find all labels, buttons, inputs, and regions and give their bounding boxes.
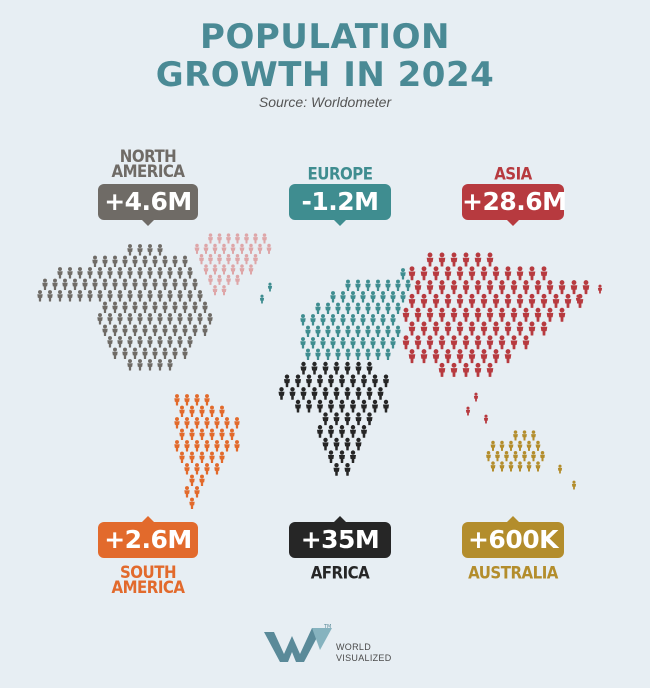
logo-line-2: VISUALIZED	[336, 653, 392, 663]
south-america-people-icons	[174, 394, 240, 509]
badge-pointer	[507, 516, 519, 522]
africa-value: +35M	[300, 525, 380, 554]
europe-name: EUROPE	[307, 164, 373, 184]
world-visualized-logo-icon: TM	[264, 624, 332, 662]
australia-label: AUSTRALIA	[452, 563, 574, 583]
africa-people-icons	[278, 361, 389, 476]
greenland-people-icons	[194, 233, 272, 296]
australia-value: +600K	[467, 525, 559, 554]
africa-value-badge: +35M	[289, 516, 391, 558]
page-title: POPULATION GROWTH IN 2024	[0, 18, 650, 94]
svg-text:TM: TM	[323, 624, 331, 630]
asia-value: +28.6M	[462, 187, 567, 216]
asia-value-badge: +28.6M	[462, 184, 567, 226]
asia-name: ASIA	[494, 164, 532, 184]
logo-line-1: WORLD	[336, 642, 371, 652]
north-america-people-icons	[37, 244, 213, 371]
europe-label: EUROPE	[289, 164, 391, 184]
badge-pointer	[507, 220, 519, 226]
europe-value: -1.2M	[301, 187, 379, 216]
europe-people-icons	[300, 268, 411, 360]
title-line-2: GROWTH IN 2024	[155, 55, 495, 95]
south-america-label: SOUTH AMERICA	[98, 562, 198, 598]
europe-value-badge: -1.2M	[289, 184, 391, 226]
south-america-value-badge: +2.6M	[98, 516, 198, 558]
africa-label: AFRICA	[289, 563, 391, 583]
north-america-label: NORTH AMERICA	[98, 146, 198, 182]
north-america-value-badge: +4.6M	[98, 184, 198, 226]
badge-pointer	[334, 516, 346, 522]
north-america-name: NORTH AMERICA	[111, 146, 185, 182]
badge-pointer	[142, 516, 154, 522]
source-caption: Source: Worldometer	[258, 94, 392, 110]
australia-value-badge: +600K	[462, 516, 564, 558]
island-people-icons	[259, 282, 603, 490]
australia-name: AUSTRALIA	[468, 563, 558, 583]
badge-pointer	[334, 220, 346, 226]
north-america-value: +4.6M	[104, 187, 192, 216]
asia-label: ASIA	[462, 164, 564, 184]
asia-people-icons	[402, 252, 590, 377]
title-line-1: POPULATION	[200, 17, 450, 57]
australia-people-icons	[486, 430, 545, 472]
logo-wordmark: WORLD VISUALIZED	[336, 642, 392, 664]
south-america-value: +2.6M	[104, 525, 192, 554]
badge-pointer	[142, 220, 154, 226]
south-america-name: SOUTH AMERICA	[111, 562, 185, 598]
africa-name: AFRICA	[310, 563, 370, 583]
